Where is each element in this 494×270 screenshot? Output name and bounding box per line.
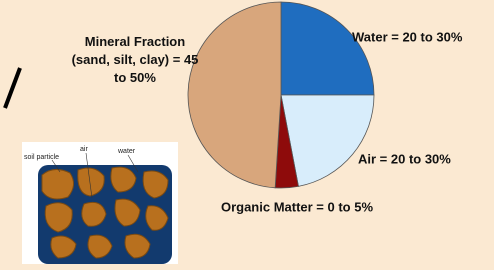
decor-stroke xyxy=(5,68,20,108)
slice-label: Organic Matter = 0 to 5% xyxy=(221,199,374,214)
diagram-label: air xyxy=(80,146,88,153)
slice-label: Air = 20 to 30% xyxy=(358,151,451,166)
diagram-label: water xyxy=(117,148,136,155)
diagram-label: soil particle xyxy=(24,154,59,161)
pie-slice xyxy=(188,2,281,188)
pie-slice xyxy=(281,2,374,95)
slice-label: Mineral Fraction (sand, silt, clay) = 45… xyxy=(70,33,200,87)
pie xyxy=(188,2,374,188)
slice-label: Water = 20 to 30% xyxy=(352,29,463,44)
soil-diagram: soil particle air water xyxy=(22,142,178,264)
slide: soil particle air water Water = 20 to 30… xyxy=(0,0,494,270)
